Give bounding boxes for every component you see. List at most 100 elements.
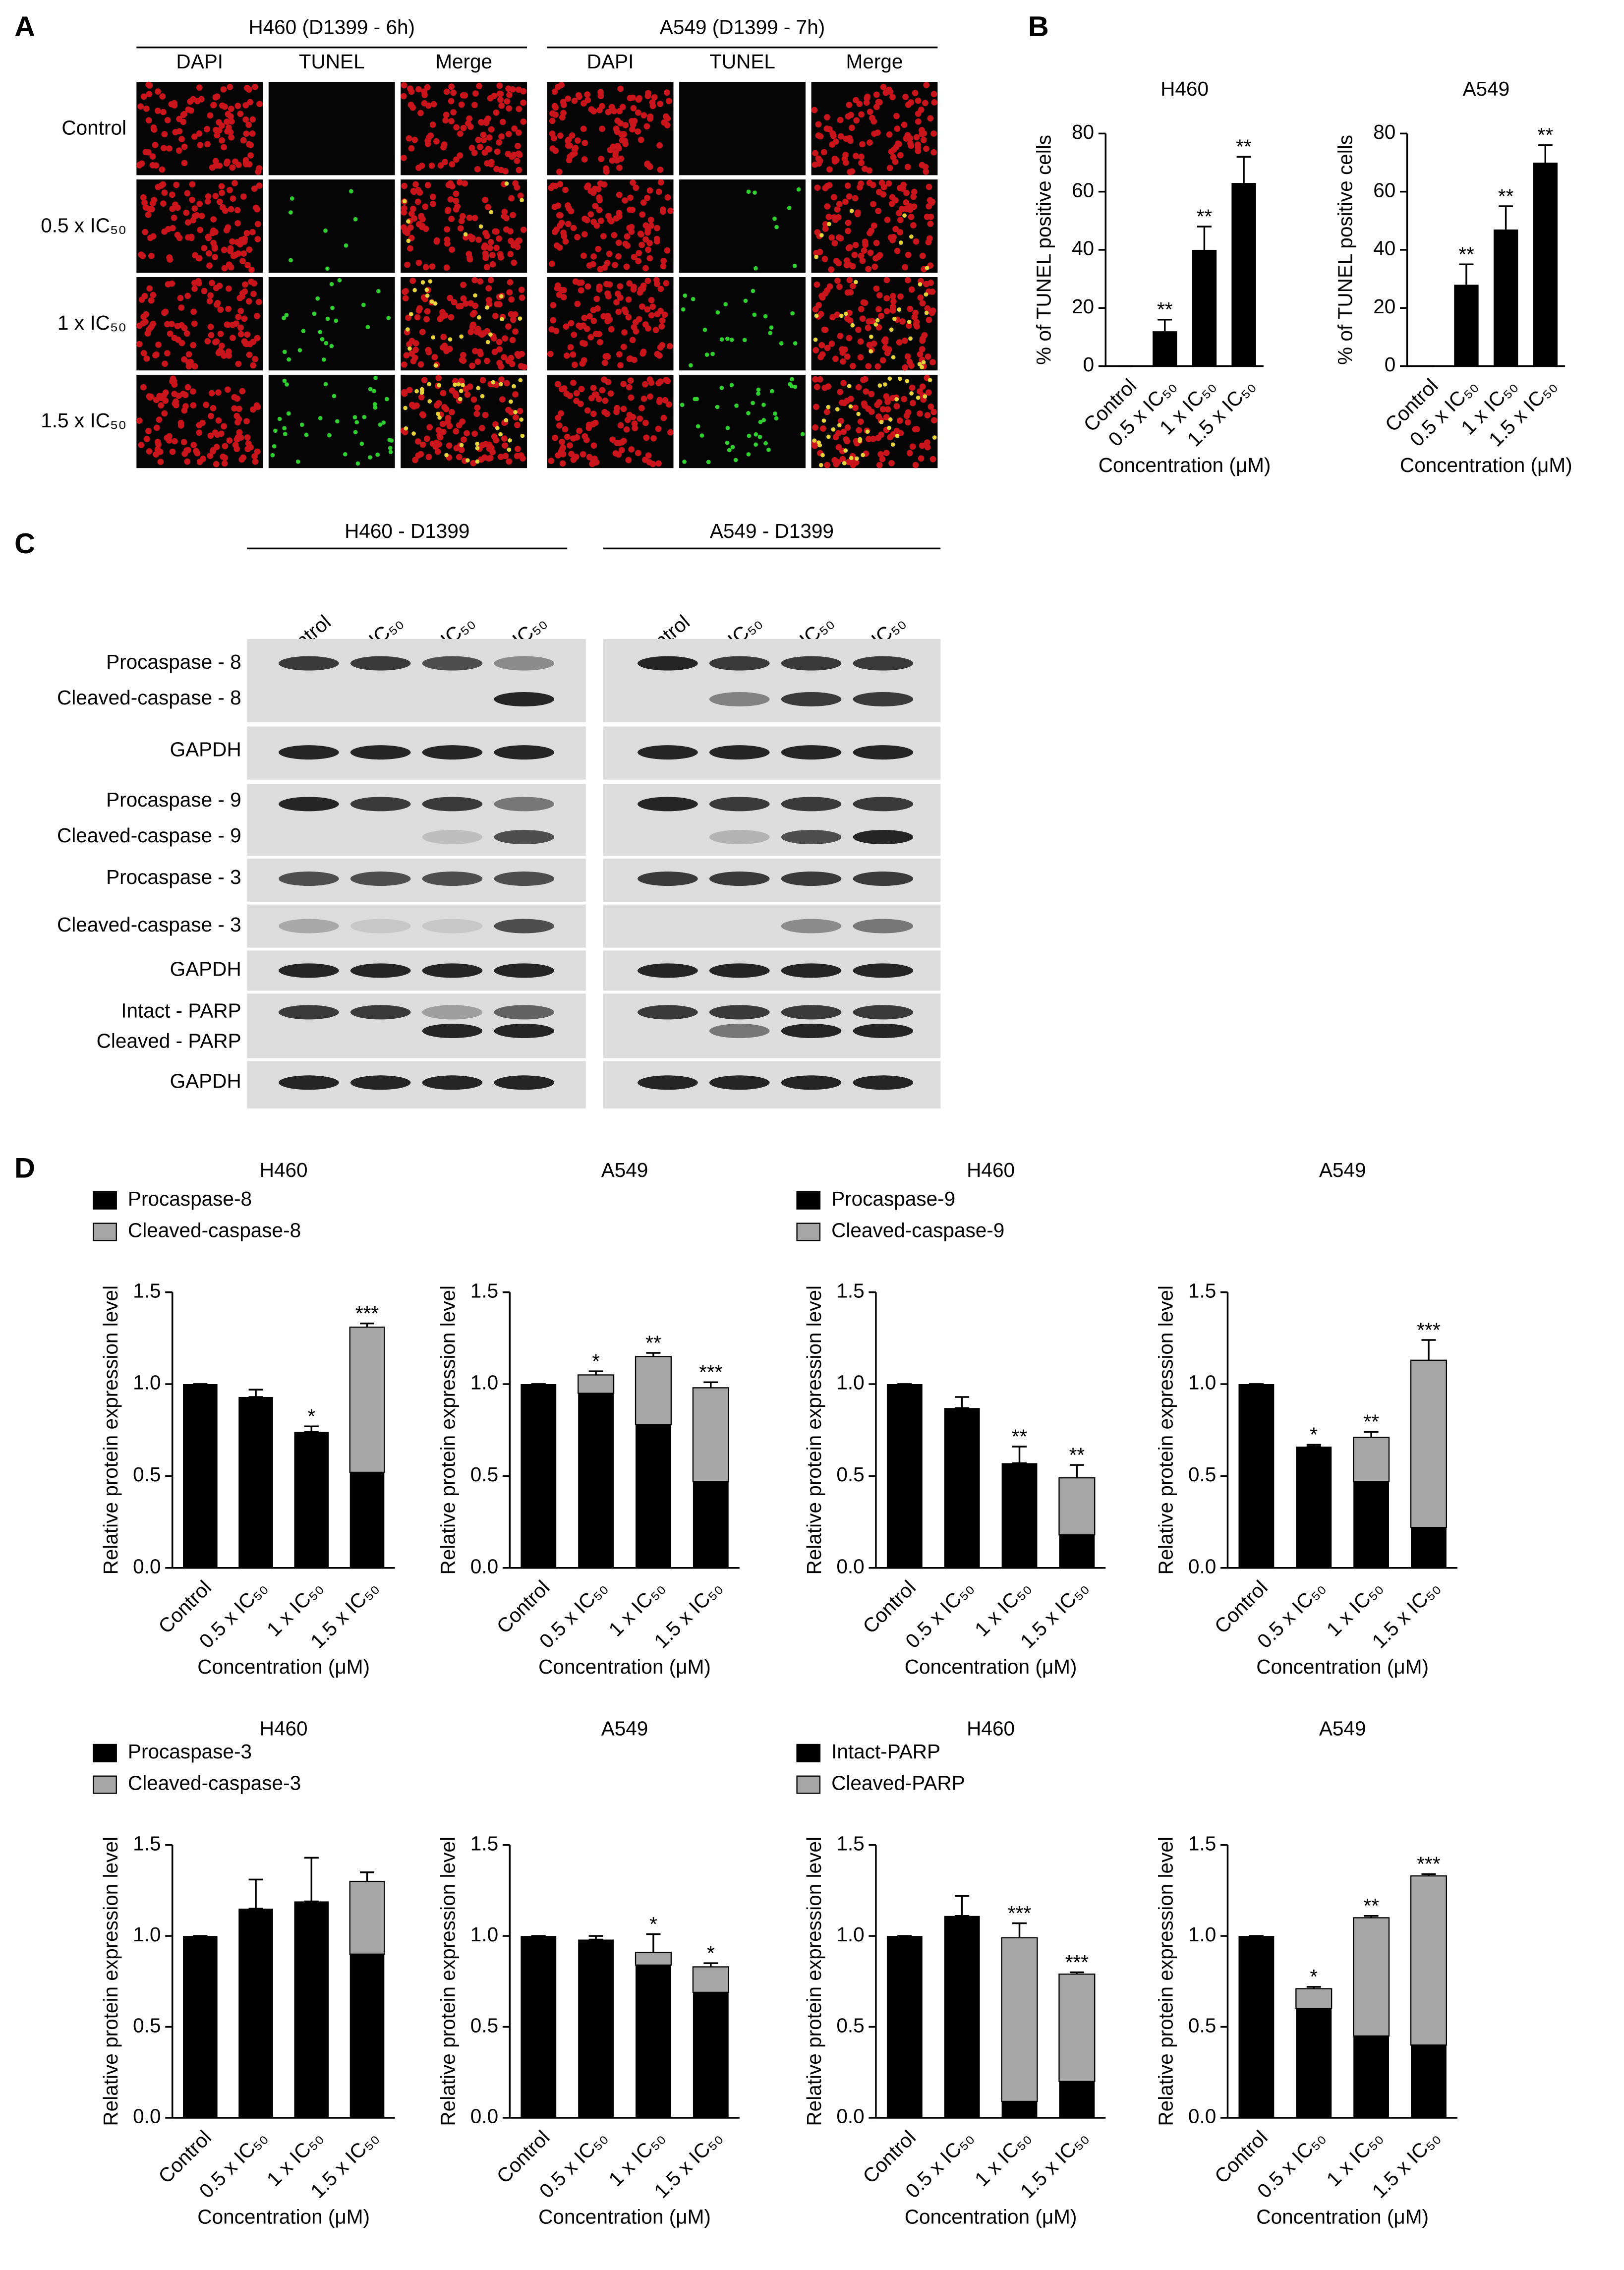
nucleus [520,99,527,106]
nucleus [191,286,198,292]
nucleus [607,390,614,397]
tunel-spot [715,405,720,409]
nucleus [813,384,820,391]
nucleus [658,323,665,330]
y-tick-label: 0.5 [836,1463,864,1486]
nucleus [616,164,623,171]
nucleus [659,317,666,324]
nucleus [630,413,637,420]
nucleus [858,160,865,167]
nucleus [548,458,555,464]
nucleus [616,210,623,217]
nucleus [229,164,236,171]
nucleus [830,194,837,201]
nucleus [899,318,906,325]
nucleus [915,141,921,148]
nucleus [599,125,605,132]
blot-band [638,963,698,978]
nucleus [627,95,634,102]
tunel-spot [754,266,758,271]
tunel-spot [282,316,286,320]
tunel-spot [680,403,685,407]
nucleus [882,345,889,351]
nucleus [493,109,500,116]
nucleus [815,132,822,139]
nucleus [422,226,429,232]
nucleus [657,167,664,173]
nucleus [458,218,465,225]
nucleus [832,138,839,145]
nucleus [447,196,454,203]
nucleus [837,235,844,242]
nucleus [180,112,187,118]
tunel-spot [754,432,758,437]
blot-band [709,692,770,706]
nucleus [196,200,203,207]
tunel-spot [520,198,524,203]
nucleus [162,360,168,367]
tunel-spot [458,397,463,402]
nucleus [556,244,563,251]
nucleus [574,300,581,307]
x-axis-label: Concentration (μM) [197,1655,370,1678]
nucleus [619,439,626,446]
nucleus [844,182,851,189]
nucleus [632,425,638,431]
nucleus [574,233,580,240]
nucleus [644,229,651,236]
nucleus [844,257,850,264]
nucleus [518,287,525,293]
nucleus [493,166,500,173]
nucleus [630,179,636,186]
tunel-spot [706,460,711,465]
nucleus [211,245,218,252]
nucleus [883,295,890,301]
tunel-spot [436,411,440,416]
tunel-spot [727,448,732,453]
nucleus [821,256,828,262]
nucleus [437,162,444,169]
tunel-spot [359,441,364,446]
nucleus [599,387,606,394]
nucleus [146,285,153,292]
nucleus [649,99,656,106]
y-tick-label: 0.0 [133,2105,161,2128]
bar-segment [521,1384,557,1568]
nucleus [824,114,830,120]
nucleus [474,405,481,411]
nucleus [631,284,637,291]
tunel-spot [335,419,340,424]
nucleus [207,292,214,299]
nucleus [506,91,513,98]
tunel-spot [772,216,777,221]
nucleus [572,361,578,368]
nucleus [156,416,163,423]
nucleus [514,184,521,191]
nucleus [220,86,227,93]
blot-band [638,1075,698,1090]
nucleus [873,91,880,98]
nucleus [846,244,853,251]
nucleus [628,224,635,231]
y-tick-label: 1.5 [836,1832,864,1855]
nucleus [929,289,936,295]
nucleus [236,429,243,436]
nucleus [580,100,587,107]
tunel-spot [790,311,795,316]
nucleus [638,231,644,238]
tunel-spot [769,325,774,330]
nucleus [620,344,627,350]
nucleus [889,194,896,201]
nucleus [615,239,622,246]
nucleus [503,380,510,387]
nucleus [590,410,597,417]
y-tick-label: 0.5 [133,1463,161,1486]
significance: ** [1458,243,1474,266]
nucleus [855,326,862,333]
nucleus [141,292,148,299]
nucleus [596,284,603,290]
bar-segment [183,1936,218,2118]
bar-segment [635,1356,672,1425]
legend-label: Cleaved-PARP [831,1772,965,1795]
nucleus [446,422,453,429]
